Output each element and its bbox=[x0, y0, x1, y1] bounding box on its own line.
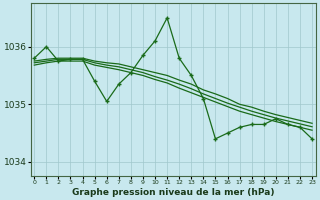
X-axis label: Graphe pression niveau de la mer (hPa): Graphe pression niveau de la mer (hPa) bbox=[72, 188, 275, 197]
